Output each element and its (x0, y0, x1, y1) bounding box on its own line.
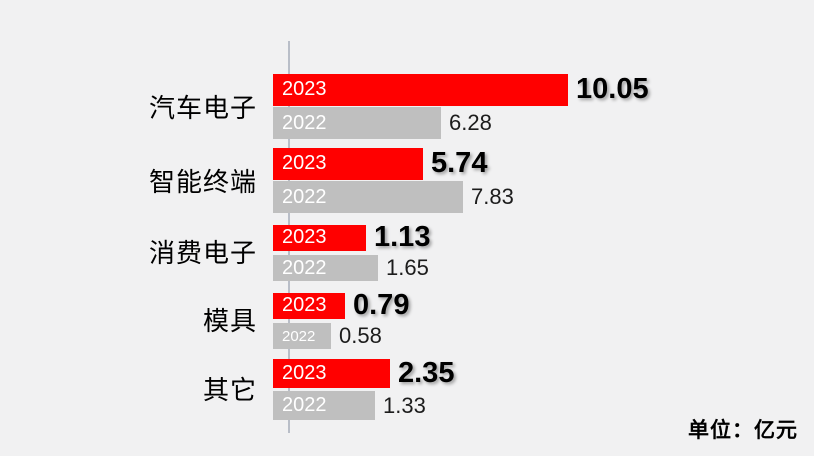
bar-year-label: 2023 (282, 362, 327, 384)
bar-pair: 2023 10.05 2022 6.28 (273, 73, 649, 139)
bar-2022: 2022 (273, 107, 441, 139)
category-label: 消费电子 (148, 237, 257, 268)
bar-line-2022: 2022 0.58 (273, 323, 409, 349)
bar-year-label: 2023 (282, 152, 327, 174)
bar-year-label: 2022 (282, 394, 327, 416)
chart-row: 消费电子 2023 1.13 2022 1.65 (0, 221, 814, 281)
chart-row: 汽车电子 2023 10.05 2022 6.28 (0, 73, 814, 139)
chart-row: 智能终端 2023 5.74 2022 7.83 (0, 147, 814, 213)
unit-label: 单位：亿元 (688, 419, 798, 442)
bar-year-label: 2023 (282, 294, 327, 316)
value-label-2022: 6.28 (449, 110, 492, 135)
category-label: 智能终端 (148, 166, 257, 197)
bar-2023: 2023 (273, 73, 568, 106)
bar-line-2023: 2023 0.79 (273, 289, 409, 322)
bar-line-2022: 2022 1.33 (273, 391, 454, 420)
bar-2023: 2023 (273, 147, 423, 180)
bar-2023: 2023 (273, 359, 390, 388)
value-label-2023: 5.74 (431, 147, 488, 179)
bar-line-2022: 2022 6.28 (273, 107, 649, 139)
bar-year-label: 2022 (282, 256, 327, 279)
value-label-2022: 7.83 (471, 184, 514, 209)
bar-year-label: 2022 (282, 327, 316, 345)
bar-year-label: 2022 (282, 111, 327, 134)
bar-line-2022: 2022 7.83 (273, 181, 514, 213)
bar-line-2023: 2023 5.74 (273, 147, 514, 180)
value-label-2023: 1.13 (374, 221, 431, 253)
value-label-2022: 1.33 (383, 392, 426, 418)
category-label: 汽车电子 (148, 92, 257, 123)
bar-2022: 2022 (273, 181, 463, 213)
bar-line-2023: 2023 1.13 (273, 221, 430, 254)
value-label-2023: 10.05 (576, 73, 649, 105)
category-label: 模具 (202, 305, 257, 336)
bar-pair: 2023 1.13 2022 1.65 (273, 221, 430, 281)
bar-pair: 2023 5.74 2022 7.83 (273, 147, 514, 213)
chart-row: 其它 2023 2.35 2022 1.33 (0, 357, 814, 420)
bar-line-2023: 2023 10.05 (273, 73, 649, 106)
bar-2022: 2022 (273, 391, 375, 420)
bar-line-2023: 2023 2.35 (273, 357, 454, 390)
value-label-2022: 1.65 (386, 255, 429, 280)
bar-pair: 2023 0.79 2022 0.58 (273, 289, 409, 349)
value-label-2023: 0.79 (353, 289, 410, 321)
value-label-2022: 0.58 (339, 323, 382, 348)
bar-2023: 2023 (273, 224, 366, 251)
bar-chart: 汽车电子 2023 10.05 2022 6.28 智能终端 2023 5.74 (0, 73, 814, 420)
bar-year-label: 2023 (282, 78, 327, 100)
bar-line-2022: 2022 1.65 (273, 255, 430, 281)
chart-row: 模具 2023 0.79 2022 0.58 (0, 289, 814, 349)
value-label-2023: 2.35 (398, 357, 455, 389)
bar-pair: 2023 2.35 2022 1.33 (273, 357, 454, 420)
bar-2022: 2022 (273, 255, 378, 281)
category-label: 其它 (202, 375, 257, 405)
bar-year-label: 2022 (282, 185, 327, 208)
bar-year-label: 2023 (282, 226, 327, 248)
bar-2023: 2023 (273, 292, 345, 319)
bar-2022: 2022 (273, 323, 331, 349)
